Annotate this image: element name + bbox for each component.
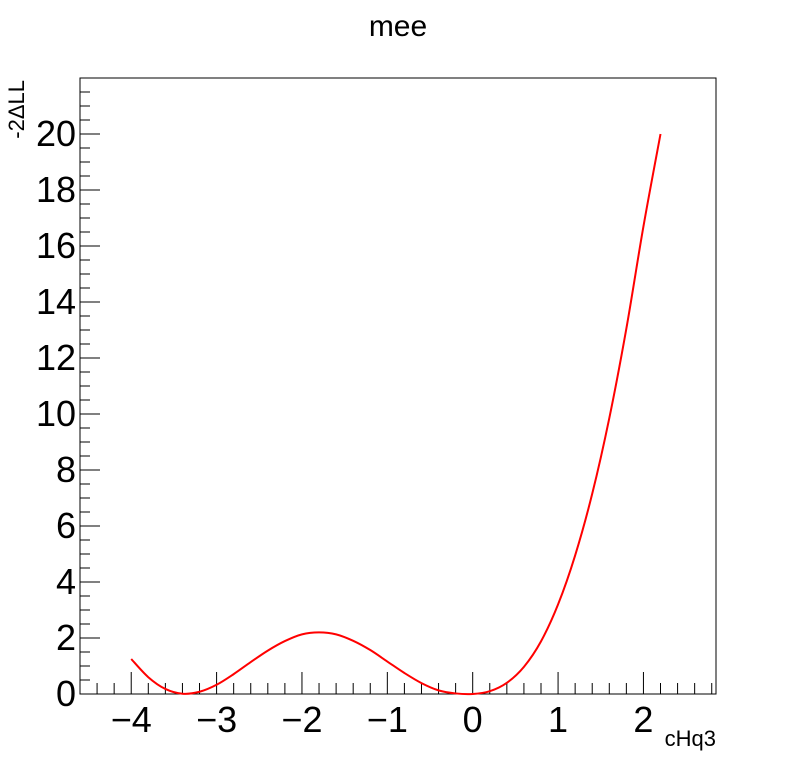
y-tick-label: 18: [36, 169, 76, 210]
x-tick-label: −2: [281, 699, 322, 740]
y-tick-label: 14: [36, 281, 76, 322]
y-axis-title: -2ΔLL: [4, 80, 29, 139]
x-tick-label: −3: [196, 699, 237, 740]
y-tick-label: 12: [36, 337, 76, 378]
x-tick-label: 1: [548, 699, 568, 740]
y-tick-label: 4: [56, 561, 76, 602]
x-tick-label: −1: [367, 699, 408, 740]
y-tick-label: 10: [36, 393, 76, 434]
plot-frame: [79, 77, 717, 695]
y-tick-label: 6: [56, 505, 76, 546]
axis-ticks: [80, 77, 713, 695]
x-tick-label: 0: [463, 699, 483, 740]
x-tick-label: 2: [633, 699, 653, 740]
x-axis-title: cHq3: [665, 726, 716, 751]
y-tick-label: 8: [56, 449, 76, 490]
y-tick-label: 2: [56, 617, 76, 658]
chart-title: mee: [369, 10, 427, 43]
x-tick-label: −4: [111, 699, 152, 740]
data-series-line: [130, 133, 662, 696]
y-tick-label: 20: [36, 113, 76, 154]
y-tick-label: 0: [56, 673, 76, 714]
y-tick-label: 16: [36, 225, 76, 266]
